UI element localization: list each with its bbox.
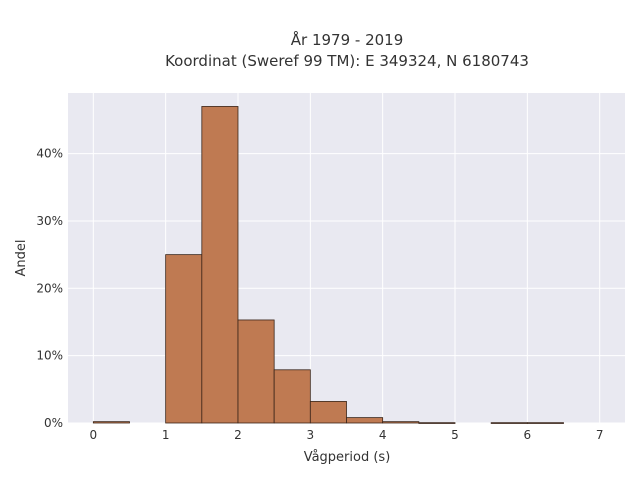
histogram-bar xyxy=(382,421,420,424)
x-tick-label: 5 xyxy=(451,428,459,442)
histogram-bar xyxy=(309,401,347,424)
chart-subtitle: Koordinat (Sweref 99 TM): E 349324, N 61… xyxy=(165,52,529,70)
y-tick-label: 10% xyxy=(36,349,63,363)
histogram-bar xyxy=(346,417,384,424)
histogram-bar xyxy=(418,422,456,424)
histogram-bar xyxy=(237,319,275,424)
x-tick-label: 1 xyxy=(162,428,170,442)
histogram-bar xyxy=(165,254,203,424)
plot-area xyxy=(68,93,625,423)
y-tick-label: 40% xyxy=(36,147,63,161)
histogram-bar xyxy=(273,369,311,424)
y-tick-label: 30% xyxy=(36,214,63,228)
tick-layer: 0 1 2 3 4 5 6 7 0% 10% 20% 30% 40% xyxy=(36,147,603,442)
x-tick-label: 0 xyxy=(89,428,97,442)
histogram-bar xyxy=(92,421,130,424)
x-tick-label: 4 xyxy=(379,428,387,442)
x-tick-label: 2 xyxy=(234,428,242,442)
x-tick-label: 3 xyxy=(307,428,315,442)
chart-title: År 1979 - 2019 xyxy=(291,30,404,49)
histogram-bar xyxy=(526,422,564,424)
histogram-bar xyxy=(201,106,239,424)
x-axis-label: Vågperiod (s) xyxy=(304,450,391,465)
bar-layer xyxy=(92,106,564,424)
y-tick-label: 20% xyxy=(36,281,63,295)
x-tick-label: 6 xyxy=(524,428,532,442)
y-axis-label: Andel xyxy=(14,240,29,277)
x-tick-label: 7 xyxy=(596,428,604,442)
histogram-bar xyxy=(490,422,528,424)
y-tick-label: 0% xyxy=(44,416,63,430)
